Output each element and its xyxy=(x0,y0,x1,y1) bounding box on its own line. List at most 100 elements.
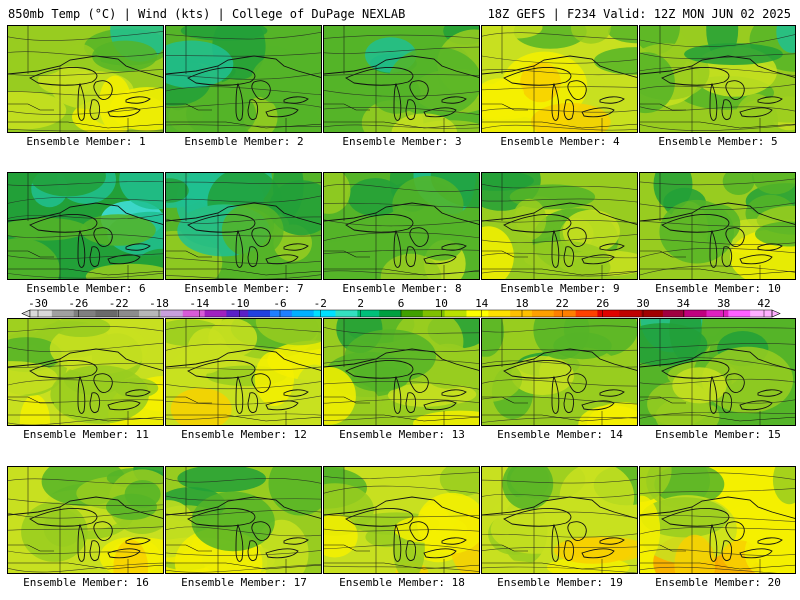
ensemble-panel xyxy=(7,466,164,574)
colorbar-tick-label: -6 xyxy=(273,297,286,310)
height-contours xyxy=(166,31,321,127)
colorbar-tick-label: -18 xyxy=(149,297,169,310)
colorbar-swatch xyxy=(641,310,664,317)
temperature-map xyxy=(482,467,637,573)
ensemble-panel xyxy=(323,318,480,426)
colorbar-tick-label: 18 xyxy=(515,297,528,310)
colorbar-swatch xyxy=(750,310,773,317)
temperature-shading xyxy=(772,467,795,505)
panel-label: Ensemble Member: 2 xyxy=(184,135,304,148)
colorbar-swatch xyxy=(160,310,184,317)
height-contours xyxy=(324,184,479,275)
colorbar-swatch xyxy=(553,310,576,317)
colorbar-swatch xyxy=(51,310,74,317)
temperature-shading xyxy=(8,361,58,396)
ensemble-panel xyxy=(165,172,322,280)
temperature-shading xyxy=(755,221,795,247)
ensemble-panel xyxy=(165,466,322,574)
panel-label: Ensemble Member: 15 xyxy=(655,428,781,441)
colorbar-swatch xyxy=(422,310,445,317)
ensemble-panel xyxy=(165,318,322,426)
colorbar-tick-label: 34 xyxy=(677,297,691,310)
panel-label: Ensemble Member: 18 xyxy=(339,576,465,589)
colorbar-swatch xyxy=(73,310,96,317)
temperature-shading xyxy=(751,173,795,195)
panel-label: Ensemble Member: 7 xyxy=(184,282,304,295)
temperature-shading xyxy=(177,467,266,493)
height-contours xyxy=(324,34,479,129)
colorbar-tick-label: -14 xyxy=(189,297,209,310)
height-contours xyxy=(482,32,637,131)
colorbar-swatch xyxy=(139,310,162,317)
colorbar-swatch xyxy=(510,310,533,317)
panel-label: Ensemble Member: 11 xyxy=(23,428,149,441)
colorbar-swatch xyxy=(531,310,555,317)
temperature-shading xyxy=(640,323,708,366)
height-contours xyxy=(8,31,163,132)
temperature-shading xyxy=(371,73,421,114)
temperature-shading xyxy=(776,26,795,53)
ensemble-panel xyxy=(639,466,796,574)
ensemble-panel xyxy=(481,318,638,426)
temperature-shading xyxy=(744,530,778,573)
ensemble-panel xyxy=(639,172,796,280)
colorbar-tick-label: 6 xyxy=(398,297,405,310)
colorbar-swatch xyxy=(597,310,620,317)
geography-outline xyxy=(324,26,479,132)
colorbar-tick-label: -26 xyxy=(68,297,88,310)
ensemble-panel xyxy=(7,172,164,280)
colorbar-swatch xyxy=(270,310,293,317)
temperature-shading xyxy=(491,26,543,39)
temperature-map xyxy=(166,26,321,132)
ensemble-panel xyxy=(323,466,480,574)
temperature-shading xyxy=(8,91,67,130)
temperature-shading xyxy=(413,410,479,425)
height-contours xyxy=(166,478,321,573)
geography-outline xyxy=(640,26,795,132)
height-contours xyxy=(640,472,795,573)
temperature-shading xyxy=(294,364,321,425)
panel-label: Ensemble Member: 9 xyxy=(500,282,620,295)
geography-outline xyxy=(482,26,637,132)
ensemble-panel xyxy=(481,466,638,574)
temperature-shading xyxy=(684,43,783,65)
temperature-shading xyxy=(640,495,661,565)
temperature-shading xyxy=(106,493,157,520)
colorbar-swatch xyxy=(488,310,511,317)
geography-outline xyxy=(166,467,321,573)
geography-outline xyxy=(482,173,637,279)
colorbar-tick-label: -2 xyxy=(314,297,327,310)
temperature-shading xyxy=(674,534,716,573)
temperature-map xyxy=(166,173,321,279)
colorbar-swatch xyxy=(728,310,751,317)
temperature-shading xyxy=(520,61,561,103)
ensemble-panel xyxy=(481,172,638,280)
height-contours xyxy=(640,327,795,419)
colorbar-swatch xyxy=(357,310,380,317)
colorbar-swatch xyxy=(575,310,598,317)
colorbar-swatch xyxy=(204,310,227,317)
colorbar-tick-label: -30 xyxy=(28,297,48,310)
ensemble-panel xyxy=(7,318,164,426)
temperature-shading xyxy=(586,402,637,425)
geography-outline xyxy=(8,467,163,573)
colorbar-tick-label: 22 xyxy=(556,297,569,310)
temperature-shading xyxy=(640,52,675,114)
colorbar-swatch xyxy=(248,310,271,317)
colorbar-tick-label: 38 xyxy=(717,297,730,310)
panel-label: Ensemble Member: 14 xyxy=(497,428,623,441)
temperature-shading xyxy=(502,467,554,510)
panel-label: Ensemble Member: 17 xyxy=(181,576,307,589)
colorbar-swatch xyxy=(444,310,467,317)
geography-outline xyxy=(166,26,321,132)
temperature-map xyxy=(324,26,479,132)
colorbar-arrow-right xyxy=(771,309,781,318)
panel-label: Ensemble Member: 16 xyxy=(23,576,149,589)
run-valid-time: 18Z GEFS | F234 Valid: 12Z MON JUN 02 20… xyxy=(487,7,791,21)
panel-label: Ensemble Member: 8 xyxy=(342,282,462,295)
panel-label: Ensemble Member: 5 xyxy=(658,135,778,148)
temperature-map xyxy=(482,26,637,132)
temperature-map xyxy=(8,467,163,573)
temperature-shading xyxy=(672,367,727,404)
geography-outline xyxy=(8,26,163,132)
